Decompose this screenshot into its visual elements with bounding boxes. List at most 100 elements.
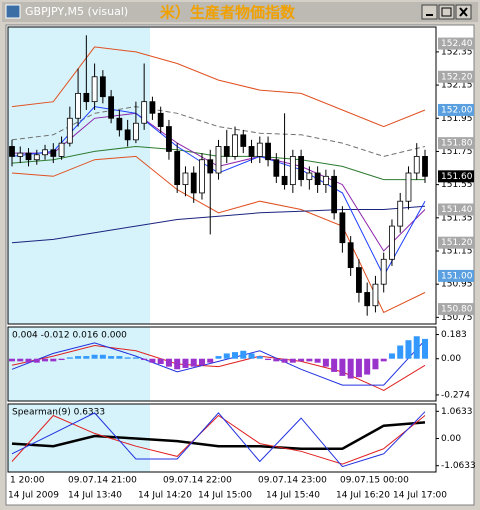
panel-label: Spearman(9) 0.6333 bbox=[12, 408, 105, 418]
level-box bbox=[438, 303, 474, 316]
histogram-bar bbox=[322, 358, 329, 367]
candle-body bbox=[281, 175, 288, 186]
annotation: 米）生産者物価指数 bbox=[160, 4, 296, 22]
candle-body bbox=[166, 126, 172, 152]
indicator-line bbox=[11, 155, 426, 314]
candle-body bbox=[422, 156, 428, 177]
histogram-bar bbox=[91, 354, 98, 359]
time-label: 14 Jul 17:00 bbox=[393, 491, 447, 501]
candle-body bbox=[306, 172, 313, 181]
histogram-bar bbox=[108, 356, 115, 359]
histogram-bar bbox=[281, 358, 288, 363]
window-title: GBPJPY,M5 (visual) bbox=[25, 5, 128, 18]
candle-body bbox=[42, 149, 48, 156]
indicator-line bbox=[11, 414, 426, 465]
candle-body bbox=[124, 129, 131, 141]
candle-body bbox=[83, 92, 90, 103]
level-box bbox=[438, 170, 474, 183]
candle-body bbox=[116, 117, 123, 131]
candle-body bbox=[190, 172, 197, 194]
y-tick-label: 151.15 bbox=[441, 246, 473, 256]
candle-body bbox=[199, 159, 205, 194]
histogram-bar bbox=[215, 356, 222, 359]
histogram-bar bbox=[174, 358, 181, 370]
level-label: 152.20 bbox=[441, 72, 473, 82]
candle-body bbox=[99, 76, 106, 98]
histogram-bar bbox=[149, 358, 156, 363]
time-label: 09.07.14 23:00 bbox=[258, 476, 327, 486]
candle-body bbox=[132, 122, 139, 141]
candle-body bbox=[50, 149, 57, 157]
level-box bbox=[438, 70, 474, 83]
histogram-bar bbox=[182, 358, 189, 368]
time-label: 09.07.14 21:00 bbox=[68, 476, 137, 486]
indicator-line bbox=[11, 46, 426, 128]
maximize-button[interactable] bbox=[438, 4, 455, 20]
candle-body bbox=[397, 200, 404, 227]
level-label: 152.00 bbox=[441, 105, 473, 115]
y-tick-label: 0.183 bbox=[441, 330, 467, 340]
histogram-bar bbox=[9, 358, 15, 362]
histogram-bar bbox=[347, 358, 354, 379]
candle-body bbox=[182, 172, 189, 186]
candle-body bbox=[405, 172, 412, 202]
histogram-bar bbox=[116, 356, 123, 359]
histogram-bar bbox=[339, 358, 346, 376]
histogram-bar bbox=[141, 358, 148, 361]
window-buttons bbox=[421, 4, 472, 20]
histogram-bar bbox=[273, 358, 280, 362]
histogram-bar bbox=[248, 353, 255, 359]
candle-body bbox=[322, 175, 329, 186]
level-box bbox=[438, 236, 474, 249]
panel-border bbox=[7, 403, 437, 473]
histogram-bar bbox=[75, 356, 82, 359]
histogram-bar bbox=[83, 356, 90, 359]
indicator-line bbox=[11, 106, 426, 157]
histogram-bar bbox=[66, 357, 73, 359]
indicator-line bbox=[11, 411, 426, 468]
level-box bbox=[438, 103, 474, 116]
session-shade bbox=[8, 327, 150, 401]
candle-body bbox=[232, 134, 238, 157]
indicator-line bbox=[11, 339, 426, 386]
time-label: 09.07.14 22:00 bbox=[163, 476, 232, 486]
title-bar bbox=[2, 2, 478, 22]
y-tick-label: 1.0633 bbox=[441, 407, 473, 417]
histogram-bar bbox=[207, 358, 214, 363]
candle-body bbox=[17, 152, 24, 157]
y-tick-label: 150.95 bbox=[441, 280, 473, 290]
candle-body bbox=[223, 146, 230, 157]
candle-body bbox=[174, 151, 181, 186]
histogram-bar bbox=[314, 358, 321, 363]
level-label: 150.80 bbox=[441, 305, 473, 315]
time-label: 14 Jul 14:20 bbox=[138, 491, 192, 501]
histogram-bar bbox=[413, 336, 420, 359]
histogram-bar bbox=[165, 358, 172, 367]
candle-body bbox=[149, 101, 156, 114]
session-shade bbox=[8, 27, 150, 324]
level-label: 152.40 bbox=[441, 39, 473, 49]
candle-body bbox=[240, 134, 247, 147]
y-tick-label: 151.75 bbox=[441, 147, 473, 157]
time-label: 1 20:00 bbox=[10, 476, 45, 486]
y-tick-label: -0.274 bbox=[441, 390, 470, 400]
indicator-line bbox=[11, 421, 426, 450]
histogram-bar bbox=[265, 358, 272, 361]
minimize-button[interactable] bbox=[421, 4, 438, 20]
histogram-bar bbox=[17, 358, 24, 362]
histogram-bar bbox=[99, 354, 106, 359]
candle-body bbox=[256, 142, 263, 157]
histogram-bar bbox=[289, 358, 296, 363]
level-label: 151.60 bbox=[441, 172, 473, 182]
y-tick-label: 151.55 bbox=[441, 180, 473, 190]
time-label: 09.07.15 00:00 bbox=[340, 476, 409, 486]
histogram-bar bbox=[42, 358, 49, 362]
candle-body bbox=[66, 117, 73, 144]
level-label: 151.40 bbox=[441, 205, 473, 215]
candle-body bbox=[298, 156, 305, 181]
histogram-bar bbox=[33, 358, 40, 363]
histogram-bar bbox=[25, 358, 32, 363]
histogram-bar bbox=[388, 353, 395, 359]
candle-body bbox=[347, 242, 354, 268]
candle-body bbox=[207, 159, 214, 174]
